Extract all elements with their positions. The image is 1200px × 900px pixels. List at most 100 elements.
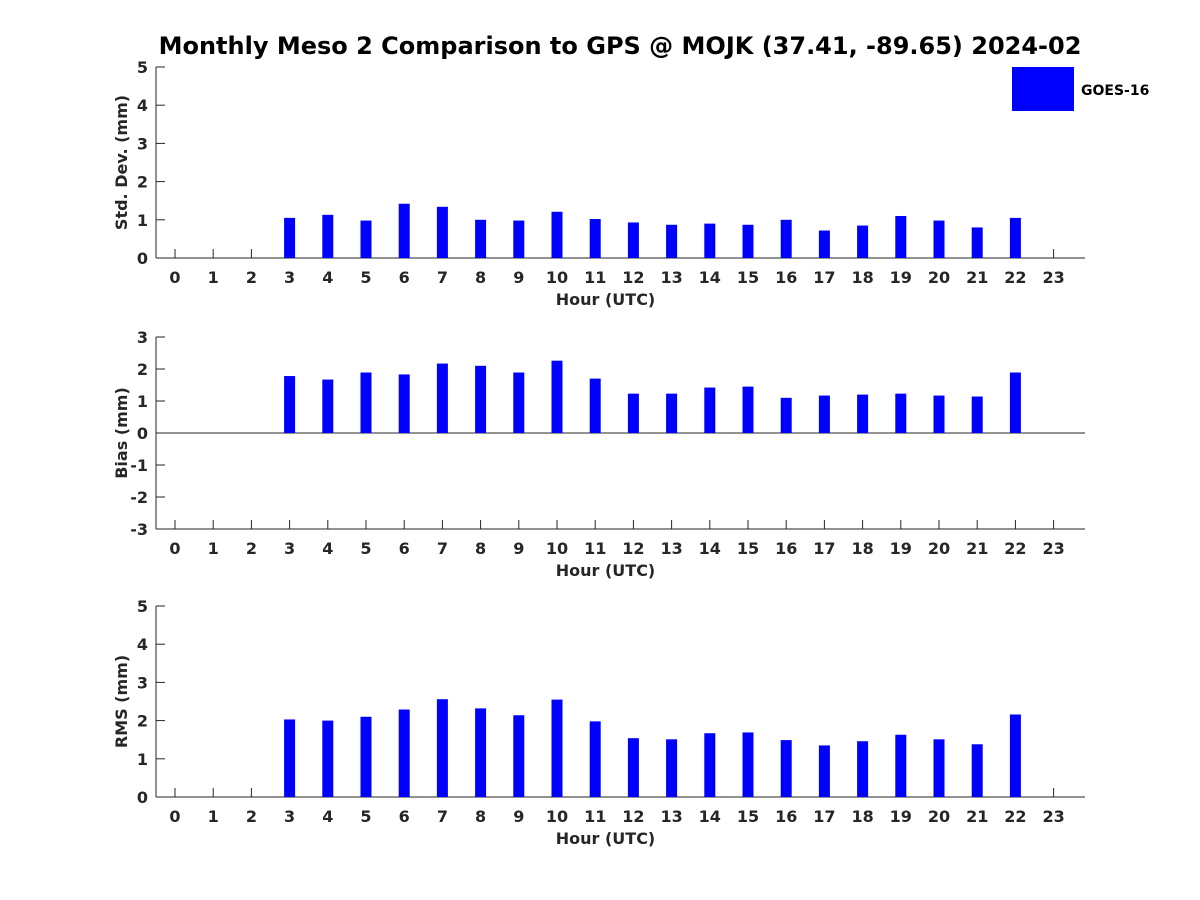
bar-bias-hour-3 <box>284 376 296 433</box>
y-tick-label: 4 <box>137 96 148 115</box>
bar-std-dev-hour-8 <box>475 219 487 258</box>
x-tick-label: 4 <box>322 539 333 558</box>
bar-std-dev-hour-21 <box>971 227 983 258</box>
y-tick-label: 2 <box>137 712 148 731</box>
bar-std-dev-hour-5 <box>360 220 372 258</box>
bar-rms-hour-18 <box>857 741 869 797</box>
x-tick-label: 18 <box>851 539 873 558</box>
x-tick-label: 8 <box>475 268 486 287</box>
x-tick-label: 5 <box>360 539 371 558</box>
y-axis-label: Std. Dev. (mm) <box>112 95 131 230</box>
bar-rms-hour-17 <box>818 745 830 797</box>
x-tick-label: 11 <box>584 807 606 826</box>
y-tick-label: 0 <box>137 788 148 807</box>
bar-std-dev-hour-9 <box>513 220 525 258</box>
y-tick-label: -3 <box>130 520 148 539</box>
y-tick-label: -2 <box>130 488 148 507</box>
bar-std-dev-hour-14 <box>704 223 716 258</box>
x-tick-label: 17 <box>813 268 835 287</box>
y-tick-label: 1 <box>137 392 148 411</box>
y-tick-label: 0 <box>137 424 148 443</box>
x-tick-label: 0 <box>169 268 180 287</box>
x-tick-label: 10 <box>546 539 568 558</box>
bar-rms-hour-13 <box>666 739 678 797</box>
x-tick-label: 18 <box>851 268 873 287</box>
y-tick-label: 2 <box>137 173 148 192</box>
bar-rms-hour-5 <box>360 716 372 797</box>
bar-rms-hour-4 <box>322 720 334 797</box>
y-tick-label: 0 <box>137 249 148 268</box>
y-tick-label: -1 <box>130 456 148 475</box>
x-tick-label: 14 <box>699 539 721 558</box>
x-tick-label: 3 <box>284 539 295 558</box>
x-tick-label: 3 <box>284 268 295 287</box>
x-tick-label: 1 <box>208 268 219 287</box>
x-tick-label: 17 <box>813 807 835 826</box>
chart-title: Monthly Meso 2 Comparison to GPS @ MOJK … <box>159 32 1082 60</box>
x-tick-label: 7 <box>437 268 448 287</box>
x-tick-label: 12 <box>622 539 644 558</box>
x-tick-label: 20 <box>928 807 950 826</box>
bar-std-dev-hour-6 <box>398 203 410 258</box>
bar-rms-hour-21 <box>971 744 983 797</box>
bar-bias-hour-4 <box>322 379 334 433</box>
bar-std-dev-hour-3 <box>284 217 296 258</box>
bar-std-dev-hour-4 <box>322 214 334 258</box>
bar-std-dev-hour-16 <box>780 219 792 258</box>
bar-std-dev-hour-7 <box>436 206 448 258</box>
x-tick-label: 8 <box>475 539 486 558</box>
bar-std-dev-hour-12 <box>627 222 639 258</box>
x-tick-label: 2 <box>246 268 257 287</box>
x-tick-label: 1 <box>208 539 219 558</box>
x-tick-label: 20 <box>928 539 950 558</box>
x-tick-label: 19 <box>890 539 912 558</box>
bar-rms-hour-6 <box>398 709 410 797</box>
bar-bias-hour-20 <box>933 395 945 433</box>
bar-rms-hour-22 <box>1009 714 1021 797</box>
y-tick-label: 1 <box>137 750 148 769</box>
x-tick-label: 1 <box>208 807 219 826</box>
x-tick-label: 15 <box>737 539 759 558</box>
y-tick-label: 1 <box>137 211 148 230</box>
x-tick-label: 4 <box>322 268 333 287</box>
x-tick-label: 9 <box>513 268 524 287</box>
x-tick-label: 14 <box>699 807 721 826</box>
y-tick-label: 3 <box>137 673 148 692</box>
bar-std-dev-hour-10 <box>551 211 563 258</box>
y-tick-label: 2 <box>137 360 148 379</box>
x-tick-label: 9 <box>513 539 524 558</box>
x-tick-label: 12 <box>622 807 644 826</box>
bar-bias-hour-7 <box>436 363 448 433</box>
legend: GOES-16 <box>1012 67 1149 111</box>
x-tick-label: 13 <box>660 807 682 826</box>
bar-rms-hour-11 <box>589 721 601 797</box>
bar-std-dev-hour-17 <box>818 230 830 258</box>
bar-rms-hour-12 <box>627 738 639 797</box>
x-tick-label: 22 <box>1004 268 1026 287</box>
bar-std-dev-hour-13 <box>666 224 678 258</box>
bar-bias-hour-19 <box>895 393 907 433</box>
x-tick-label: 8 <box>475 807 486 826</box>
y-axis-label: RMS (mm) <box>112 655 131 748</box>
bar-bias-hour-13 <box>666 393 678 433</box>
x-tick-label: 9 <box>513 807 524 826</box>
x-axis-label: Hour (UTC) <box>556 290 656 309</box>
bar-rms-hour-20 <box>933 739 945 797</box>
x-tick-label: 10 <box>546 807 568 826</box>
x-tick-label: 19 <box>890 268 912 287</box>
bar-std-dev-hour-20 <box>933 220 945 258</box>
x-tick-label: 16 <box>775 268 797 287</box>
bar-std-dev-hour-11 <box>589 219 601 258</box>
bar-bias-hour-12 <box>627 393 639 433</box>
bar-bias-hour-15 <box>742 386 754 433</box>
x-tick-label: 6 <box>399 539 410 558</box>
y-tick-label: 3 <box>137 328 148 347</box>
x-tick-label: 15 <box>737 268 759 287</box>
x-tick-label: 13 <box>660 268 682 287</box>
x-tick-label: 23 <box>1042 539 1064 558</box>
bar-bias-hour-21 <box>971 396 983 433</box>
x-tick-label: 20 <box>928 268 950 287</box>
